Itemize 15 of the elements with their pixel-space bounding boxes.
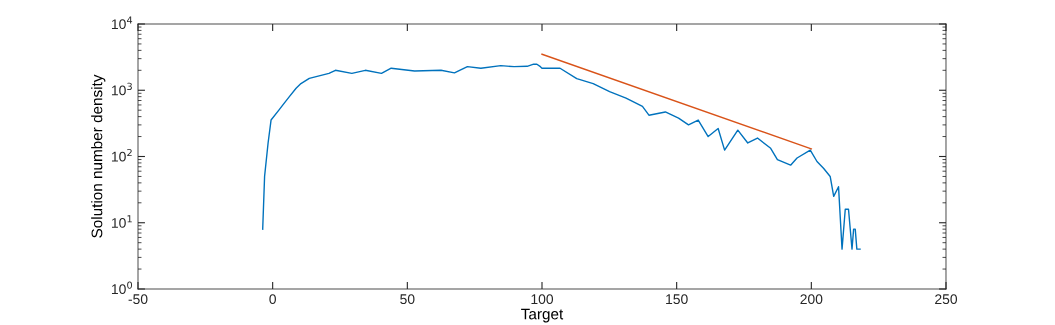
x-tick-label: 150 [666,294,688,305]
x-tick-label: -50 [128,294,148,305]
x-tick-label: 0 [269,294,276,305]
x-tick-label: 250 [935,294,958,305]
y-tick-label: 10$^{2}$ [111,148,132,162]
x-tick-label: 200 [800,294,823,305]
line-series [262,63,861,250]
y-tick-label: 10$^{4}$ [111,16,133,30]
y-tick-label: 10$^{0}$ [111,281,133,295]
x-tick-label: 100 [531,294,554,305]
y-axis-title: Solution number density [91,74,106,238]
y-tick-label: 10$^{1}$ [111,215,132,228]
x-axis-title: Target [521,308,564,323]
x-tick-label: 50 [400,294,415,305]
y-tick-label: 10$^{3}$ [111,82,132,96]
